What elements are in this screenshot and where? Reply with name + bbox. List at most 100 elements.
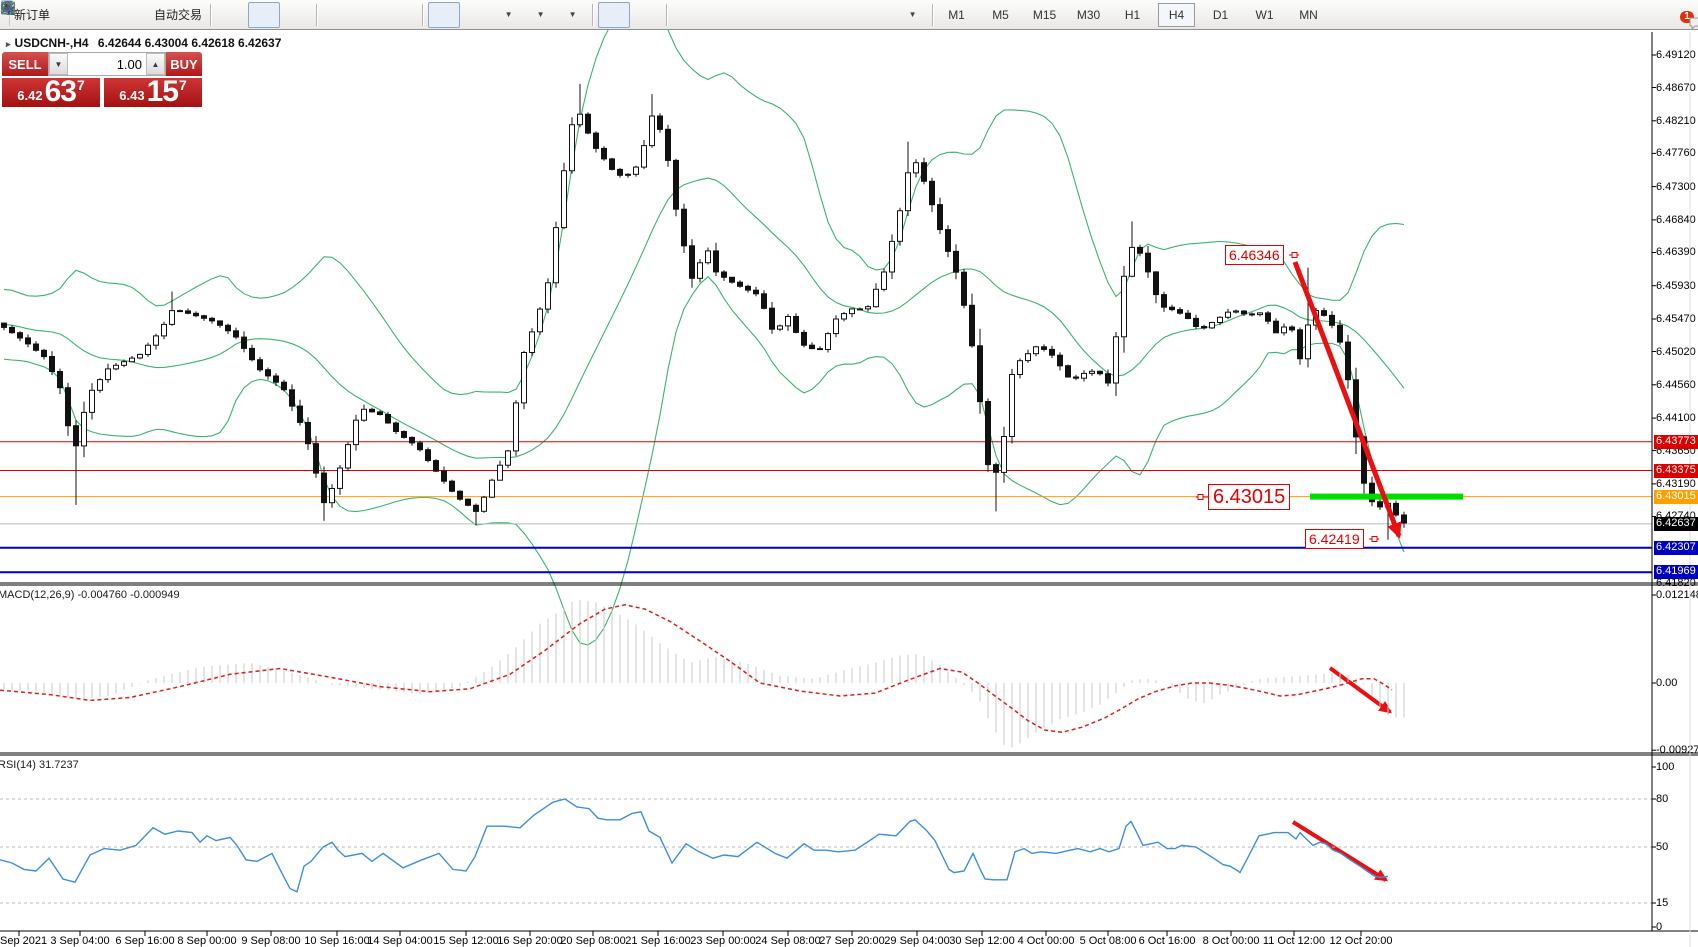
volume-input[interactable]	[68, 53, 146, 75]
trendline-tool-button[interactable]	[1, 2, 768, 28]
bar-chart-mode-button[interactable]	[2, 2, 248, 28]
trend-arrow-macd[interactable]	[1328, 666, 1392, 714]
timeframe-M5[interactable]: M5	[992, 7, 1009, 22]
buy-button[interactable]: BUY	[166, 52, 202, 76]
candle-body	[1217, 316, 1223, 323]
candle-body	[457, 490, 463, 500]
timeframe-H1[interactable]: H1	[1124, 7, 1141, 22]
arrows-tool-button[interactable]: ▼	[2, 2, 928, 28]
chart-window-icon-button[interactable]	[1, 2, 118, 28]
macd-signal-line	[0, 604, 1393, 734]
timeframe-MN[interactable]: MN	[1299, 7, 1318, 22]
candle-body	[401, 431, 407, 438]
candle-body	[577, 113, 583, 126]
candle-body	[961, 271, 967, 306]
gold-icon-button[interactable]	[1, 2, 86, 28]
tile-windows-button[interactable]	[1, 2, 418, 28]
chevron-down-icon: ▼	[504, 10, 513, 19]
candle-body	[1185, 312, 1191, 320]
candle-body	[881, 271, 887, 290]
timeframe-M1[interactable]: M1	[948, 7, 965, 22]
annotation-anchor-square	[1197, 494, 1204, 500]
line-chart-mode-button[interactable]	[1, 2, 312, 28]
trend-arrow-main[interactable]	[1292, 261, 1402, 539]
sell-price-display[interactable]: 6.42 63 7	[2, 77, 100, 107]
price-badge-6.41969: 6.41969	[1654, 565, 1698, 579]
candle-body	[825, 333, 831, 351]
timeframe-M30[interactable]: M30	[1076, 7, 1101, 22]
annotation-label-6.42419[interactable]: 6.42419	[1305, 529, 1364, 549]
cursor-tool-button[interactable]	[5, 1, 631, 28]
candle-body	[689, 245, 695, 279]
chart-shift-button[interactable]	[4, 2, 492, 28]
timeframe-M15[interactable]: M15	[1032, 7, 1057, 22]
candle-body	[497, 464, 503, 481]
timeframe-H4[interactable]: H4	[1158, 2, 1196, 27]
zoom-out-button[interactable]	[1, 1, 386, 28]
candle-body	[241, 336, 247, 349]
candle-body	[1033, 346, 1039, 355]
timeframe-W1[interactable]: W1	[1255, 7, 1274, 22]
time-label: 24 Sep 08:00	[755, 935, 821, 947]
indicators-button[interactable]: ▼	[1, 2, 524, 28]
toolbar-separator	[932, 3, 935, 26]
new-order-button[interactable]: 新订单	[1, 0, 54, 28]
vertical-line-tool-button[interactable]	[7, 2, 704, 28]
candle-body	[913, 162, 919, 174]
candle-body	[769, 307, 775, 330]
price-badge-6.42307: 6.42307	[1654, 541, 1698, 555]
candle-body	[1249, 313, 1255, 316]
rsi-axis-label: 15	[1656, 897, 1669, 909]
candle-body	[297, 405, 303, 423]
chevron-down-icon: ▼	[568, 10, 577, 19]
candle-body	[385, 414, 391, 424]
text-tool-button[interactable]: A	[4, 1, 864, 28]
candle-body	[265, 369, 271, 377]
sell-button[interactable]: SELL	[2, 52, 48, 76]
candle-body	[777, 325, 783, 330]
candle-body	[1081, 372, 1087, 379]
candle-body	[601, 147, 607, 160]
zoom-in-button[interactable]	[1, 1, 354, 28]
buy-price-display[interactable]: 6.43 15 7	[104, 77, 202, 107]
macd-axis-label: 0.00	[1656, 677, 1678, 689]
one-click-trading-panel: SELL ▼ ▲ BUY 6.42 63 7 6.43 15 7	[2, 52, 202, 107]
label-tool-button[interactable]: T	[1, 2, 896, 28]
auto-scroll-button[interactable]	[3, 1, 461, 28]
channel-tool-button[interactable]: E	[0, 2, 800, 28]
trend-arrow-rsi[interactable]	[1291, 820, 1389, 882]
price-badge-6.43773: 6.43773	[1654, 435, 1698, 449]
search-icon[interactable]	[0, 0, 16, 16]
candle-body	[705, 250, 711, 264]
horizontal-line-tool-button[interactable]	[2, 2, 736, 28]
candle-body	[817, 348, 823, 351]
candle-body	[321, 472, 327, 504]
candle-body	[593, 132, 599, 149]
templates-button[interactable]: ▼	[1, 2, 588, 28]
candle-body	[441, 470, 447, 482]
candle-body	[657, 115, 663, 130]
candle-body	[1145, 252, 1151, 273]
candle-body	[1097, 370, 1103, 375]
candle-body	[561, 170, 567, 229]
price-tick-label: 6.45930	[1656, 280, 1696, 292]
candlestick-mode-button[interactable]	[3, 1, 281, 28]
candle-body	[545, 282, 551, 310]
time-label: 21 Sep 16:00	[625, 935, 691, 947]
rsi-axis-label: 100	[1656, 761, 1675, 773]
periods-button[interactable]: ▼	[1, 1, 556, 28]
price-tick-label: 6.45020	[1656, 346, 1696, 358]
volume-decrease-button[interactable]: ▼	[49, 53, 68, 75]
autotrading-button[interactable]: 自动交易	[1, 2, 206, 28]
crosshair-tool-button[interactable]	[1, 1, 662, 28]
volume-increase-button[interactable]: ▲	[146, 53, 165, 75]
annotation-label-6.46346[interactable]: 6.46346	[1225, 245, 1284, 265]
timeframe-D1[interactable]: D1	[1212, 7, 1229, 22]
candle-body	[873, 288, 879, 308]
candle-body	[889, 240, 895, 273]
chart-symbol-period: USDCNH-,H4	[14, 36, 89, 50]
fibonacci-tool-button[interactable]: F	[2, 2, 832, 28]
annotation-label-6.43015[interactable]: 6.43015	[1208, 484, 1291, 510]
signal-icon-button[interactable]	[1, 1, 150, 28]
